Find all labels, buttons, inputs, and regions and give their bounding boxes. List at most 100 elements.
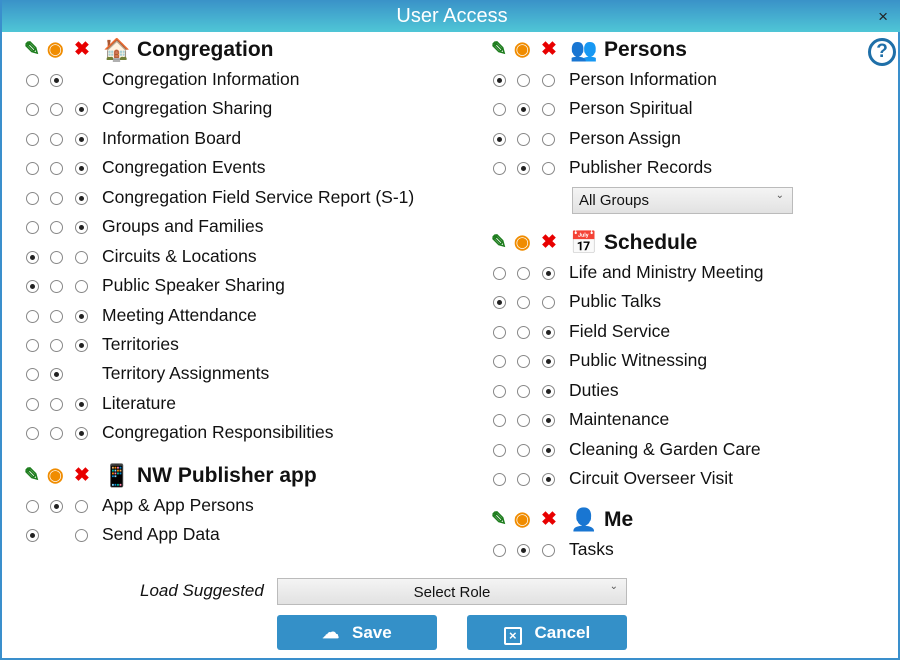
edit-radio[interactable] bbox=[493, 384, 506, 398]
edit-icon[interactable]: ✎ bbox=[491, 509, 507, 530]
edit-radio[interactable] bbox=[26, 280, 39, 294]
view-radio[interactable] bbox=[50, 162, 63, 176]
edit-radio[interactable] bbox=[493, 74, 506, 87]
none-radio[interactable] bbox=[542, 162, 555, 176]
edit-radio[interactable] bbox=[493, 325, 506, 339]
view-radio[interactable] bbox=[517, 443, 530, 457]
none-radio[interactable] bbox=[542, 544, 555, 557]
none-radio[interactable] bbox=[75, 338, 88, 352]
edit-radio[interactable] bbox=[26, 103, 39, 117]
none-radio[interactable] bbox=[75, 162, 88, 176]
edit-icon[interactable]: ✎ bbox=[491, 232, 507, 253]
view-radio[interactable] bbox=[50, 221, 63, 235]
none-radio[interactable] bbox=[542, 74, 555, 87]
groups-select[interactable]: All Groups ⌄ bbox=[572, 187, 793, 214]
edit-radio[interactable] bbox=[493, 443, 506, 457]
view-radio[interactable] bbox=[50, 309, 63, 323]
view-radio[interactable] bbox=[517, 473, 530, 487]
none-radio[interactable] bbox=[75, 250, 88, 264]
edit-radio[interactable] bbox=[26, 162, 39, 176]
eye-icon[interactable]: ◉ bbox=[47, 465, 64, 486]
edit-radio[interactable] bbox=[26, 338, 39, 352]
edit-radio[interactable] bbox=[26, 427, 39, 441]
view-radio[interactable] bbox=[517, 296, 530, 310]
eye-icon[interactable]: ◉ bbox=[514, 509, 531, 530]
view-radio[interactable] bbox=[50, 427, 63, 441]
edit-radio[interactable] bbox=[26, 132, 39, 146]
edit-radio[interactable] bbox=[493, 267, 506, 280]
view-radio[interactable] bbox=[517, 74, 530, 87]
view-radio[interactable] bbox=[517, 325, 530, 339]
edit-radio[interactable] bbox=[26, 221, 39, 235]
cancel-button[interactable]: × Cancel bbox=[467, 615, 627, 650]
x-icon[interactable]: ✖ bbox=[541, 39, 557, 60]
view-radio[interactable] bbox=[517, 384, 530, 398]
help-icon[interactable]: ? bbox=[868, 38, 896, 66]
edit-radio[interactable] bbox=[26, 368, 39, 382]
edit-radio[interactable] bbox=[26, 309, 39, 323]
none-radio[interactable] bbox=[542, 414, 555, 428]
none-radio[interactable] bbox=[75, 103, 88, 117]
edit-radio[interactable] bbox=[493, 414, 506, 428]
view-radio[interactable] bbox=[517, 103, 530, 117]
edit-radio[interactable] bbox=[26, 191, 39, 205]
view-radio[interactable] bbox=[50, 132, 63, 146]
edit-radio[interactable] bbox=[26, 250, 39, 264]
none-radio[interactable] bbox=[542, 132, 555, 146]
edit-radio[interactable] bbox=[493, 296, 506, 310]
view-radio[interactable] bbox=[50, 500, 63, 513]
view-radio[interactable] bbox=[517, 414, 530, 428]
edit-icon[interactable]: ✎ bbox=[491, 39, 507, 60]
none-radio[interactable] bbox=[542, 473, 555, 487]
eye-icon[interactable]: ◉ bbox=[47, 39, 64, 60]
none-radio[interactable] bbox=[542, 384, 555, 398]
none-radio[interactable] bbox=[542, 103, 555, 117]
none-radio[interactable] bbox=[542, 267, 555, 280]
view-radio[interactable] bbox=[50, 280, 63, 294]
edit-radio[interactable] bbox=[26, 529, 39, 543]
view-radio[interactable] bbox=[517, 162, 530, 176]
x-icon[interactable]: ✖ bbox=[74, 465, 90, 486]
edit-radio[interactable] bbox=[26, 397, 39, 411]
none-radio[interactable] bbox=[542, 443, 555, 457]
view-radio[interactable] bbox=[50, 338, 63, 352]
none-radio[interactable] bbox=[75, 309, 88, 323]
edit-icon[interactable]: ✎ bbox=[24, 465, 40, 486]
view-radio[interactable] bbox=[517, 355, 530, 369]
role-select[interactable]: Select Role ⌄ bbox=[277, 578, 627, 605]
edit-radio[interactable] bbox=[493, 473, 506, 487]
edit-radio[interactable] bbox=[493, 103, 506, 117]
edit-radio[interactable] bbox=[493, 355, 506, 369]
none-radio[interactable] bbox=[75, 397, 88, 411]
none-radio[interactable] bbox=[542, 355, 555, 369]
view-radio[interactable] bbox=[50, 397, 63, 411]
none-radio[interactable] bbox=[75, 221, 88, 235]
close-icon[interactable]: × bbox=[878, 7, 888, 26]
view-radio[interactable] bbox=[50, 250, 63, 264]
none-radio[interactable] bbox=[75, 500, 88, 513]
edit-radio[interactable] bbox=[493, 132, 506, 146]
none-radio[interactable] bbox=[75, 280, 88, 294]
edit-radio[interactable] bbox=[493, 544, 506, 557]
view-radio[interactable] bbox=[517, 544, 530, 557]
none-radio[interactable] bbox=[75, 132, 88, 146]
view-radio[interactable] bbox=[50, 368, 63, 382]
save-button[interactable]: ☁ Save bbox=[277, 615, 437, 650]
none-radio[interactable] bbox=[542, 325, 555, 339]
edit-icon[interactable]: ✎ bbox=[24, 39, 40, 60]
eye-icon[interactable]: ◉ bbox=[514, 232, 531, 253]
edit-radio[interactable] bbox=[493, 162, 506, 176]
none-radio[interactable] bbox=[75, 529, 88, 543]
view-radio[interactable] bbox=[50, 103, 63, 117]
x-icon[interactable]: ✖ bbox=[541, 232, 557, 253]
edit-radio[interactable] bbox=[26, 74, 39, 87]
eye-icon[interactable]: ◉ bbox=[514, 39, 531, 60]
view-radio[interactable] bbox=[50, 74, 63, 87]
edit-radio[interactable] bbox=[26, 500, 39, 513]
none-radio[interactable] bbox=[75, 427, 88, 441]
none-radio[interactable] bbox=[542, 296, 555, 310]
view-radio[interactable] bbox=[517, 267, 530, 280]
x-icon[interactable]: ✖ bbox=[541, 509, 557, 530]
view-radio[interactable] bbox=[517, 132, 530, 146]
x-icon[interactable]: ✖ bbox=[74, 39, 90, 60]
